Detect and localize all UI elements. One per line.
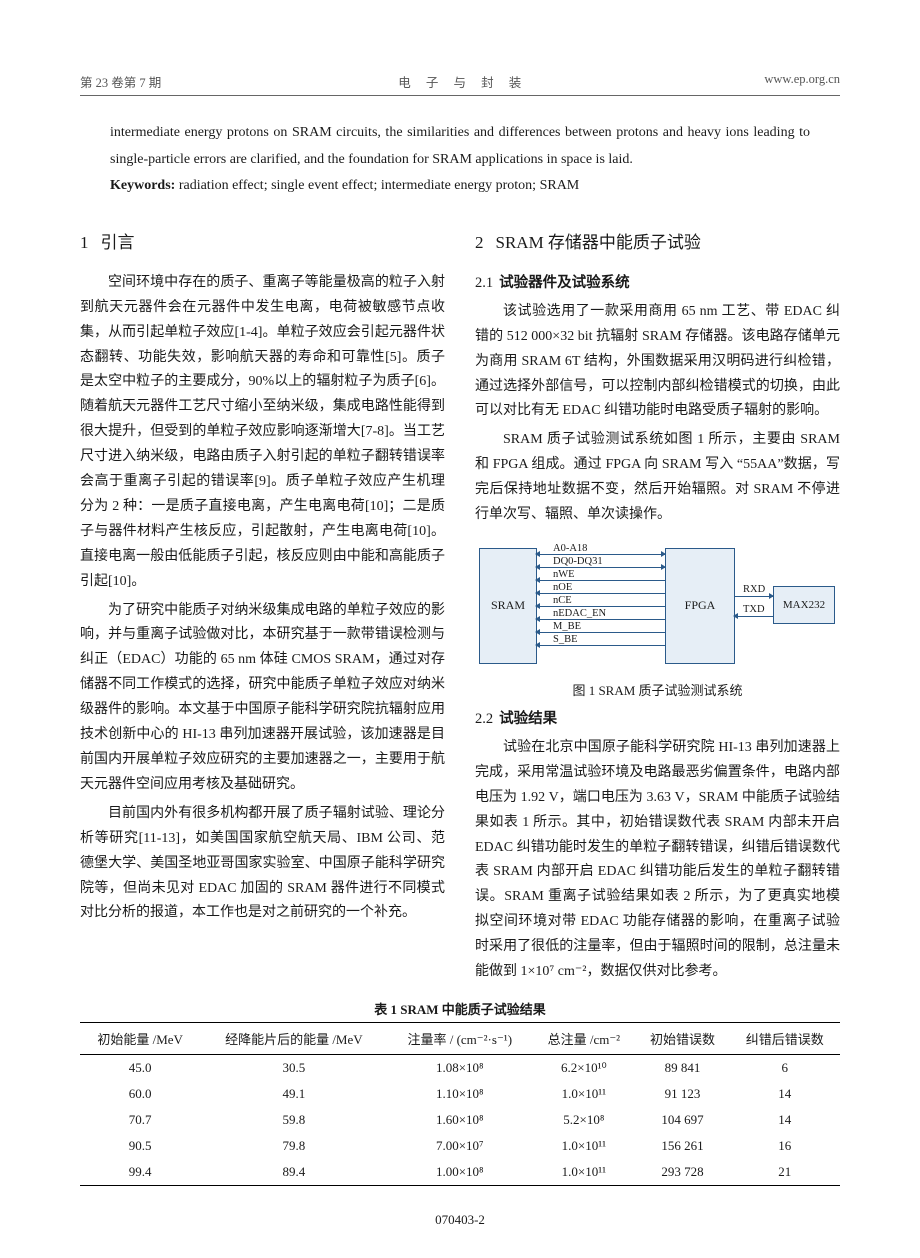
header-right: www.ep.org.cn [764, 72, 840, 91]
table-1-caption: 表 1 SRAM 中能质子试验结果 [80, 999, 840, 1018]
table-cell: 30.5 [200, 1055, 387, 1082]
section-22-heading: 2.2 试验结果 [475, 707, 840, 728]
table-cell: 89.4 [200, 1159, 387, 1186]
table-cell: 90.5 [80, 1133, 200, 1159]
figure-1-caption: 图 1 SRAM 质子试验测试系统 [475, 680, 840, 699]
section-1-num: 1 [80, 233, 89, 252]
sec1-p2: 为了研究中能质子对纳米级集成电路的单粒子效应的影响，并与重离子试验做对比，本研究… [80, 599, 445, 798]
signal-label: nEDAC_EN [553, 608, 606, 619]
table-cell: 14 [729, 1081, 840, 1107]
right-column: 2 SRAM 存储器中能质子试验 2.1 试验器件及试验系统 该试验选用了一款采用商… [475, 228, 840, 989]
table-cell: 21 [729, 1159, 840, 1186]
table-cell: 156 261 [636, 1133, 730, 1159]
rxd-label: RXD [743, 584, 765, 595]
section-21-heading: 2.1 试验器件及试验系统 [475, 271, 840, 292]
table-cell: 16 [729, 1133, 840, 1159]
section-2-title: SRAM 存储器中能质子试验 [496, 233, 701, 252]
figure-1-diagram: SRAM FPGA MAX232 A0-A18 DQ0-DQ31 nWE nOE nCE… [475, 538, 840, 674]
signal-label: nOE [553, 582, 572, 593]
signal-label: A0-A18 [553, 543, 587, 554]
table-cell: 1.60×10⁸ [387, 1107, 532, 1133]
page-footer: 070403-2 [0, 1212, 920, 1228]
sec21-p2: SRAM 质子试验测试系统如图 1 所示，主要由 SRAM 和 FPGA 组成。… [475, 428, 840, 528]
signal-label: M_BE [553, 621, 581, 632]
table-row: 60.049.11.10×10⁸1.0×10¹¹91 12314 [80, 1081, 840, 1107]
section-21-num: 2.1 [475, 275, 493, 291]
table-cell: 91 123 [636, 1081, 730, 1107]
table-cell: 7.00×10⁷ [387, 1133, 532, 1159]
table-cell: 99.4 [80, 1159, 200, 1186]
table-cell: 1.08×10⁸ [387, 1055, 532, 1082]
table-cell: 104 697 [636, 1107, 730, 1133]
table-row: 99.489.41.00×10⁸1.0×10¹¹293 72821 [80, 1159, 840, 1186]
signal-label: S_BE [553, 634, 578, 645]
table-cell: 59.8 [200, 1107, 387, 1133]
table-cell: 45.0 [80, 1055, 200, 1082]
table-header-cell: 初始能量 /MeV [80, 1023, 200, 1055]
table-header-cell: 初始错误数 [636, 1023, 730, 1055]
table-cell: 6.2×10¹⁰ [532, 1055, 635, 1082]
table-header-cell: 注量率 / (cm⁻²·s⁻¹) [387, 1023, 532, 1055]
table-cell: 1.10×10⁸ [387, 1081, 532, 1107]
section-1-heading: 1 引言 [80, 228, 445, 253]
signal-label: nCE [553, 595, 572, 606]
table-cell: 1.00×10⁸ [387, 1159, 532, 1186]
section-21-title: 试验器件及试验系统 [499, 275, 630, 291]
keywords-text: radiation effect; single event effect; i… [175, 178, 579, 193]
table-cell: 5.2×10⁸ [532, 1107, 635, 1133]
sec1-p3: 目前国内外有很多机构都开展了质子辐射试验、理论分析等研究[11-13]，如美国国… [80, 802, 445, 927]
table-header-cell: 经降能片后的能量 /MeV [200, 1023, 387, 1055]
table-cell: 293 728 [636, 1159, 730, 1186]
sec1-p1: 空间环境中存在的质子、重离子等能量极高的粒子入射到航天元器件会在元器件中发生电离… [80, 271, 445, 595]
keywords-label: Keywords: [110, 178, 175, 193]
table-cell: 6 [729, 1055, 840, 1082]
fpga-box: FPGA [665, 548, 735, 664]
keywords-line: Keywords: radiation effect; single event… [110, 173, 810, 200]
table-cell: 70.7 [80, 1107, 200, 1133]
signal-label: DQ0-DQ31 [553, 556, 603, 567]
header-left: 第 23 卷第 7 期 [80, 72, 161, 91]
sram-box: SRAM [479, 548, 537, 664]
content-columns: 1 引言 空间环境中存在的质子、重离子等能量极高的粒子入射到航天元器件会在元器件中… [80, 228, 840, 989]
left-column: 1 引言 空间环境中存在的质子、重离子等能量极高的粒子入射到航天元器件会在元器件中… [80, 228, 445, 989]
sec21-p1: 该试验选用了一款采用商用 65 nm 工艺、带 EDAC 纠错的 512 000… [475, 300, 840, 425]
table-cell: 89 841 [636, 1055, 730, 1082]
signal-label: nWE [553, 569, 575, 580]
table-1: 初始能量 /MeV经降能片后的能量 /MeV注量率 / (cm⁻²·s⁻¹)总注… [80, 1022, 840, 1186]
table-cell: 1.0×10¹¹ [532, 1159, 635, 1186]
section-22-num: 2.2 [475, 711, 493, 727]
page-header: 第 23 卷第 7 期 电 子 与 封 装 www.ep.org.cn [80, 72, 840, 96]
section-22-title: 试验结果 [499, 711, 557, 727]
sec22-p1: 试验在北京中国原子能科学研究院 HI-13 串列加速器上完成，采用常温试验环境及… [475, 736, 840, 985]
abstract-block: intermediate energy protons on SRAM circ… [80, 120, 840, 200]
section-1-title: 引言 [101, 233, 135, 252]
table-header-cell: 纠错后错误数 [729, 1023, 840, 1055]
table-cell: 14 [729, 1107, 840, 1133]
table-cell: 60.0 [80, 1081, 200, 1107]
table-cell: 79.8 [200, 1133, 387, 1159]
section-2-num: 2 [475, 233, 484, 252]
txd-label: TXD [743, 604, 765, 615]
abstract-text: intermediate energy protons on SRAM circ… [110, 120, 810, 173]
section-2-heading: 2 SRAM 存储器中能质子试验 [475, 228, 840, 253]
header-center: 电 子 与 封 装 [398, 72, 527, 91]
max232-box: MAX232 [773, 586, 835, 624]
table-header-cell: 总注量 /cm⁻² [532, 1023, 635, 1055]
table-cell: 1.0×10¹¹ [532, 1081, 635, 1107]
table-row: 45.030.51.08×10⁸6.2×10¹⁰89 8416 [80, 1055, 840, 1082]
table-row: 70.759.81.60×10⁸5.2×10⁸104 69714 [80, 1107, 840, 1133]
table-row: 90.579.87.00×10⁷1.0×10¹¹156 26116 [80, 1133, 840, 1159]
table-cell: 49.1 [200, 1081, 387, 1107]
table-cell: 1.0×10¹¹ [532, 1133, 635, 1159]
